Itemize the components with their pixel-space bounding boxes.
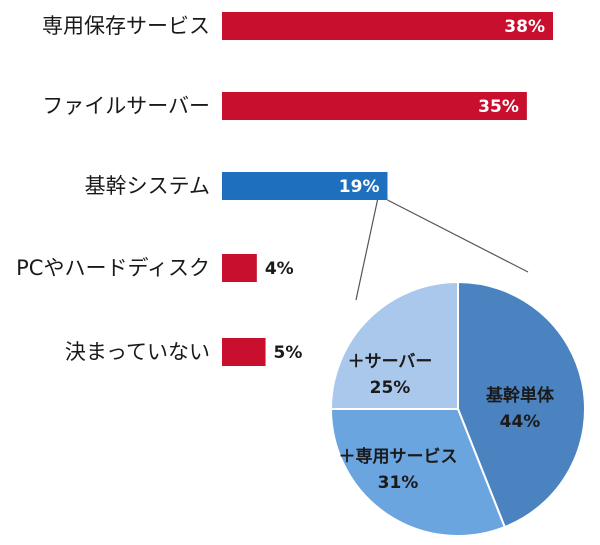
bar [222,338,266,366]
connector-lines [355,199,529,301]
bar [222,12,553,40]
pie-slice-value: 25% [370,378,411,398]
bar-value-label: 19% [339,177,380,197]
connector-line [355,199,379,301]
bar-chart: 専用保存サービス 38% ファイルサーバー 35% 基幹システム 19% PCやハードディス… [16,12,553,366]
bar-category-label: ファイルサーバー [42,94,210,118]
bar [222,254,257,282]
connector-line [387,199,529,273]
pie-slice [329,280,459,410]
pie-slice [329,408,507,537]
pie-slice-value: 31% [378,473,419,493]
bar-category-label: PCやハードディスク [16,256,210,280]
pie-slice [457,280,586,529]
bar-category-label: 決まっていない [65,340,210,364]
bar-value-label: 4% [265,259,294,279]
pie-chart: 基幹単体 44% ＋専用サービス 31% ＋サーバー 25% [329,280,586,537]
bar [222,92,527,120]
bar-value-label: 5% [274,343,303,363]
pie-slice-name: 基幹単体 [485,385,555,406]
pie-slice-value: 44% [500,412,541,432]
bar-value-label: 35% [478,97,519,117]
bar-category-label: 専用保存サービス [42,14,210,38]
bar [222,172,388,200]
bar-value-label: 38% [504,17,545,37]
pie-slice-name: ＋専用サービス [339,447,458,467]
bar-category-label: 基幹システム [85,174,210,198]
pie-slice-name: ＋サーバー [348,352,433,372]
